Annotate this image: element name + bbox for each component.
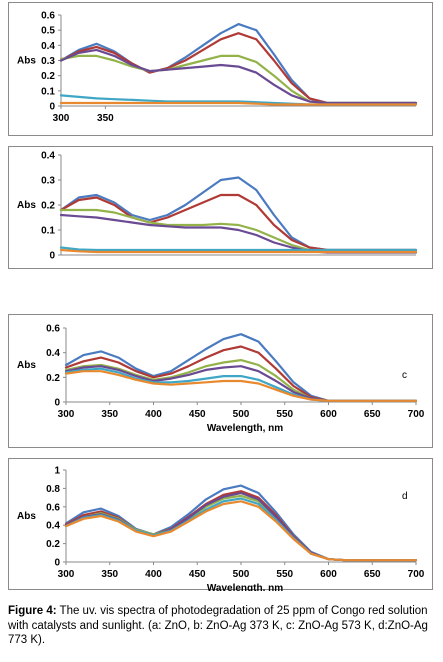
y-tick-label-c: 0 — [54, 398, 60, 409]
series-line-red-c — [64, 345, 418, 402]
x-tick-label-c: 450 — [189, 409, 206, 420]
x-tick-label-c: 650 — [364, 409, 381, 420]
x-tick-label-c: 400 — [145, 409, 162, 420]
y-tick-label-d: 0.2 — [46, 539, 60, 550]
y-tick-label-a: 0.3 — [41, 56, 55, 67]
x-tick-label-d: 700 — [408, 569, 425, 580]
series-line-orange-a — [59, 101, 418, 106]
x-tick-label-d: 650 — [364, 569, 381, 580]
spectrum-chart-b: 0 0.1 0.2 0.3 0.4 Abs — [17, 151, 418, 262]
y-tick-label-c: 0.6 — [46, 324, 60, 335]
x-tick-label-a: 350 — [97, 113, 114, 124]
y-tick-label-a: 0.4 — [41, 41, 55, 52]
x-tick-label-c: 700 — [408, 409, 425, 420]
x-tick-label-d: 500 — [233, 569, 250, 580]
y-tick-label-a: 0.5 — [41, 26, 55, 37]
series-line-red-a — [59, 32, 418, 105]
y-axis-label-d: Abs — [17, 511, 36, 522]
y-tick-label-b: 0.1 — [41, 226, 55, 237]
y-tick-label-c: 0.2 — [46, 373, 60, 384]
caption-text: The uv. vis spectra of photodegradation … — [8, 605, 428, 646]
series-line-cyan-d — [64, 497, 418, 562]
y-tick-label-b: 0.2 — [41, 201, 55, 212]
chart-panel-c: 0 0.2 0.4 0.6 300 350 400 450 500 550 600 650 700 Abs… — [8, 314, 433, 448]
chart-panel-a: 0 0.1 0.2 0.3 0.4 0.5 0.6 300 350 Abs — [8, 2, 433, 136]
x-axis-label-d: Wavelength, nm — [207, 583, 283, 591]
series-line-orange-b — [59, 248, 418, 254]
x-tick-label-c: 350 — [101, 409, 118, 420]
y-tick-label-d: 0.6 — [46, 502, 60, 513]
y-axis-label-b: Abs — [17, 200, 36, 211]
y-tick-label-a: 0 — [49, 102, 55, 113]
x-tick-label-c: 300 — [58, 409, 75, 420]
y-tick-label-d: 0 — [54, 558, 60, 569]
x-tick-label-c: 500 — [233, 409, 250, 420]
x-axis-label-c: Wavelength, nm — [207, 423, 283, 434]
y-tick-label-b: 0.4 — [41, 151, 55, 162]
y-tick-label-a: 0.6 — [41, 11, 55, 22]
y-tick-label-d: 0.8 — [46, 484, 60, 495]
y-tick-label-d: 1 — [54, 466, 60, 477]
series-line-blue-c — [64, 333, 418, 402]
y-tick-label-c: 0.4 — [46, 348, 60, 359]
y-axis-label-c: Abs — [17, 360, 36, 371]
y-tick-label-a: 0.2 — [41, 71, 55, 82]
series-line-orange-c — [64, 370, 418, 402]
series-line-cyan-b — [59, 246, 418, 252]
x-tick-label-d: 600 — [320, 569, 337, 580]
x-tick-label-d: 550 — [276, 569, 293, 580]
panel-letter-d: d — [402, 491, 408, 502]
panel-letter-c: c — [402, 370, 407, 381]
y-tick-label-d: 0.4 — [46, 521, 60, 532]
x-tick-label-d: 400 — [145, 569, 162, 580]
chart-panel-b: 0 0.1 0.2 0.3 0.4 Abs — [8, 146, 433, 269]
y-tick-label-a: 0.1 — [41, 86, 55, 97]
spectrum-chart-a: 0 0.1 0.2 0.3 0.4 0.5 0.6 300 350 Abs — [17, 11, 418, 124]
x-tick-label-c: 600 — [320, 409, 337, 420]
y-tick-label-b: 0 — [49, 251, 55, 262]
x-tick-label-d: 450 — [189, 569, 206, 580]
series-line-purple-a — [59, 48, 418, 105]
spectrum-chart-d: 0 0.2 0.4 0.6 0.8 1 300 350 400 450 500 550 600 650 70… — [17, 466, 425, 592]
series-line-purple-d — [64, 491, 418, 562]
series-line-blue-a — [59, 23, 418, 105]
x-tick-label-a: 300 — [53, 113, 70, 124]
series-line-blue-b — [59, 176, 418, 252]
spectrum-chart-c: 0 0.2 0.4 0.6 300 350 400 450 500 550 600 650 700 Abs… — [17, 324, 425, 435]
series-line-purple-b — [59, 213, 418, 254]
series-line-green-d — [64, 494, 418, 562]
series-line-cyan-c — [64, 367, 418, 402]
y-tick-label-b: 0.3 — [41, 176, 55, 187]
x-tick-label-d: 350 — [101, 569, 118, 580]
figure-caption: Figure 4: The uv. vis spectra of photode… — [8, 604, 438, 648]
y-axis-label-a: Abs — [17, 56, 36, 67]
x-tick-label-d: 300 — [58, 569, 75, 580]
chart-panel-d: 0 0.2 0.4 0.6 0.8 1 300 350 400 450 500 550 600 650 70… — [8, 458, 433, 592]
series-line-green-a — [59, 54, 418, 105]
x-tick-label-c: 550 — [276, 409, 293, 420]
series-line-orange-d — [64, 500, 418, 562]
caption-label: Figure 4: — [8, 605, 57, 617]
